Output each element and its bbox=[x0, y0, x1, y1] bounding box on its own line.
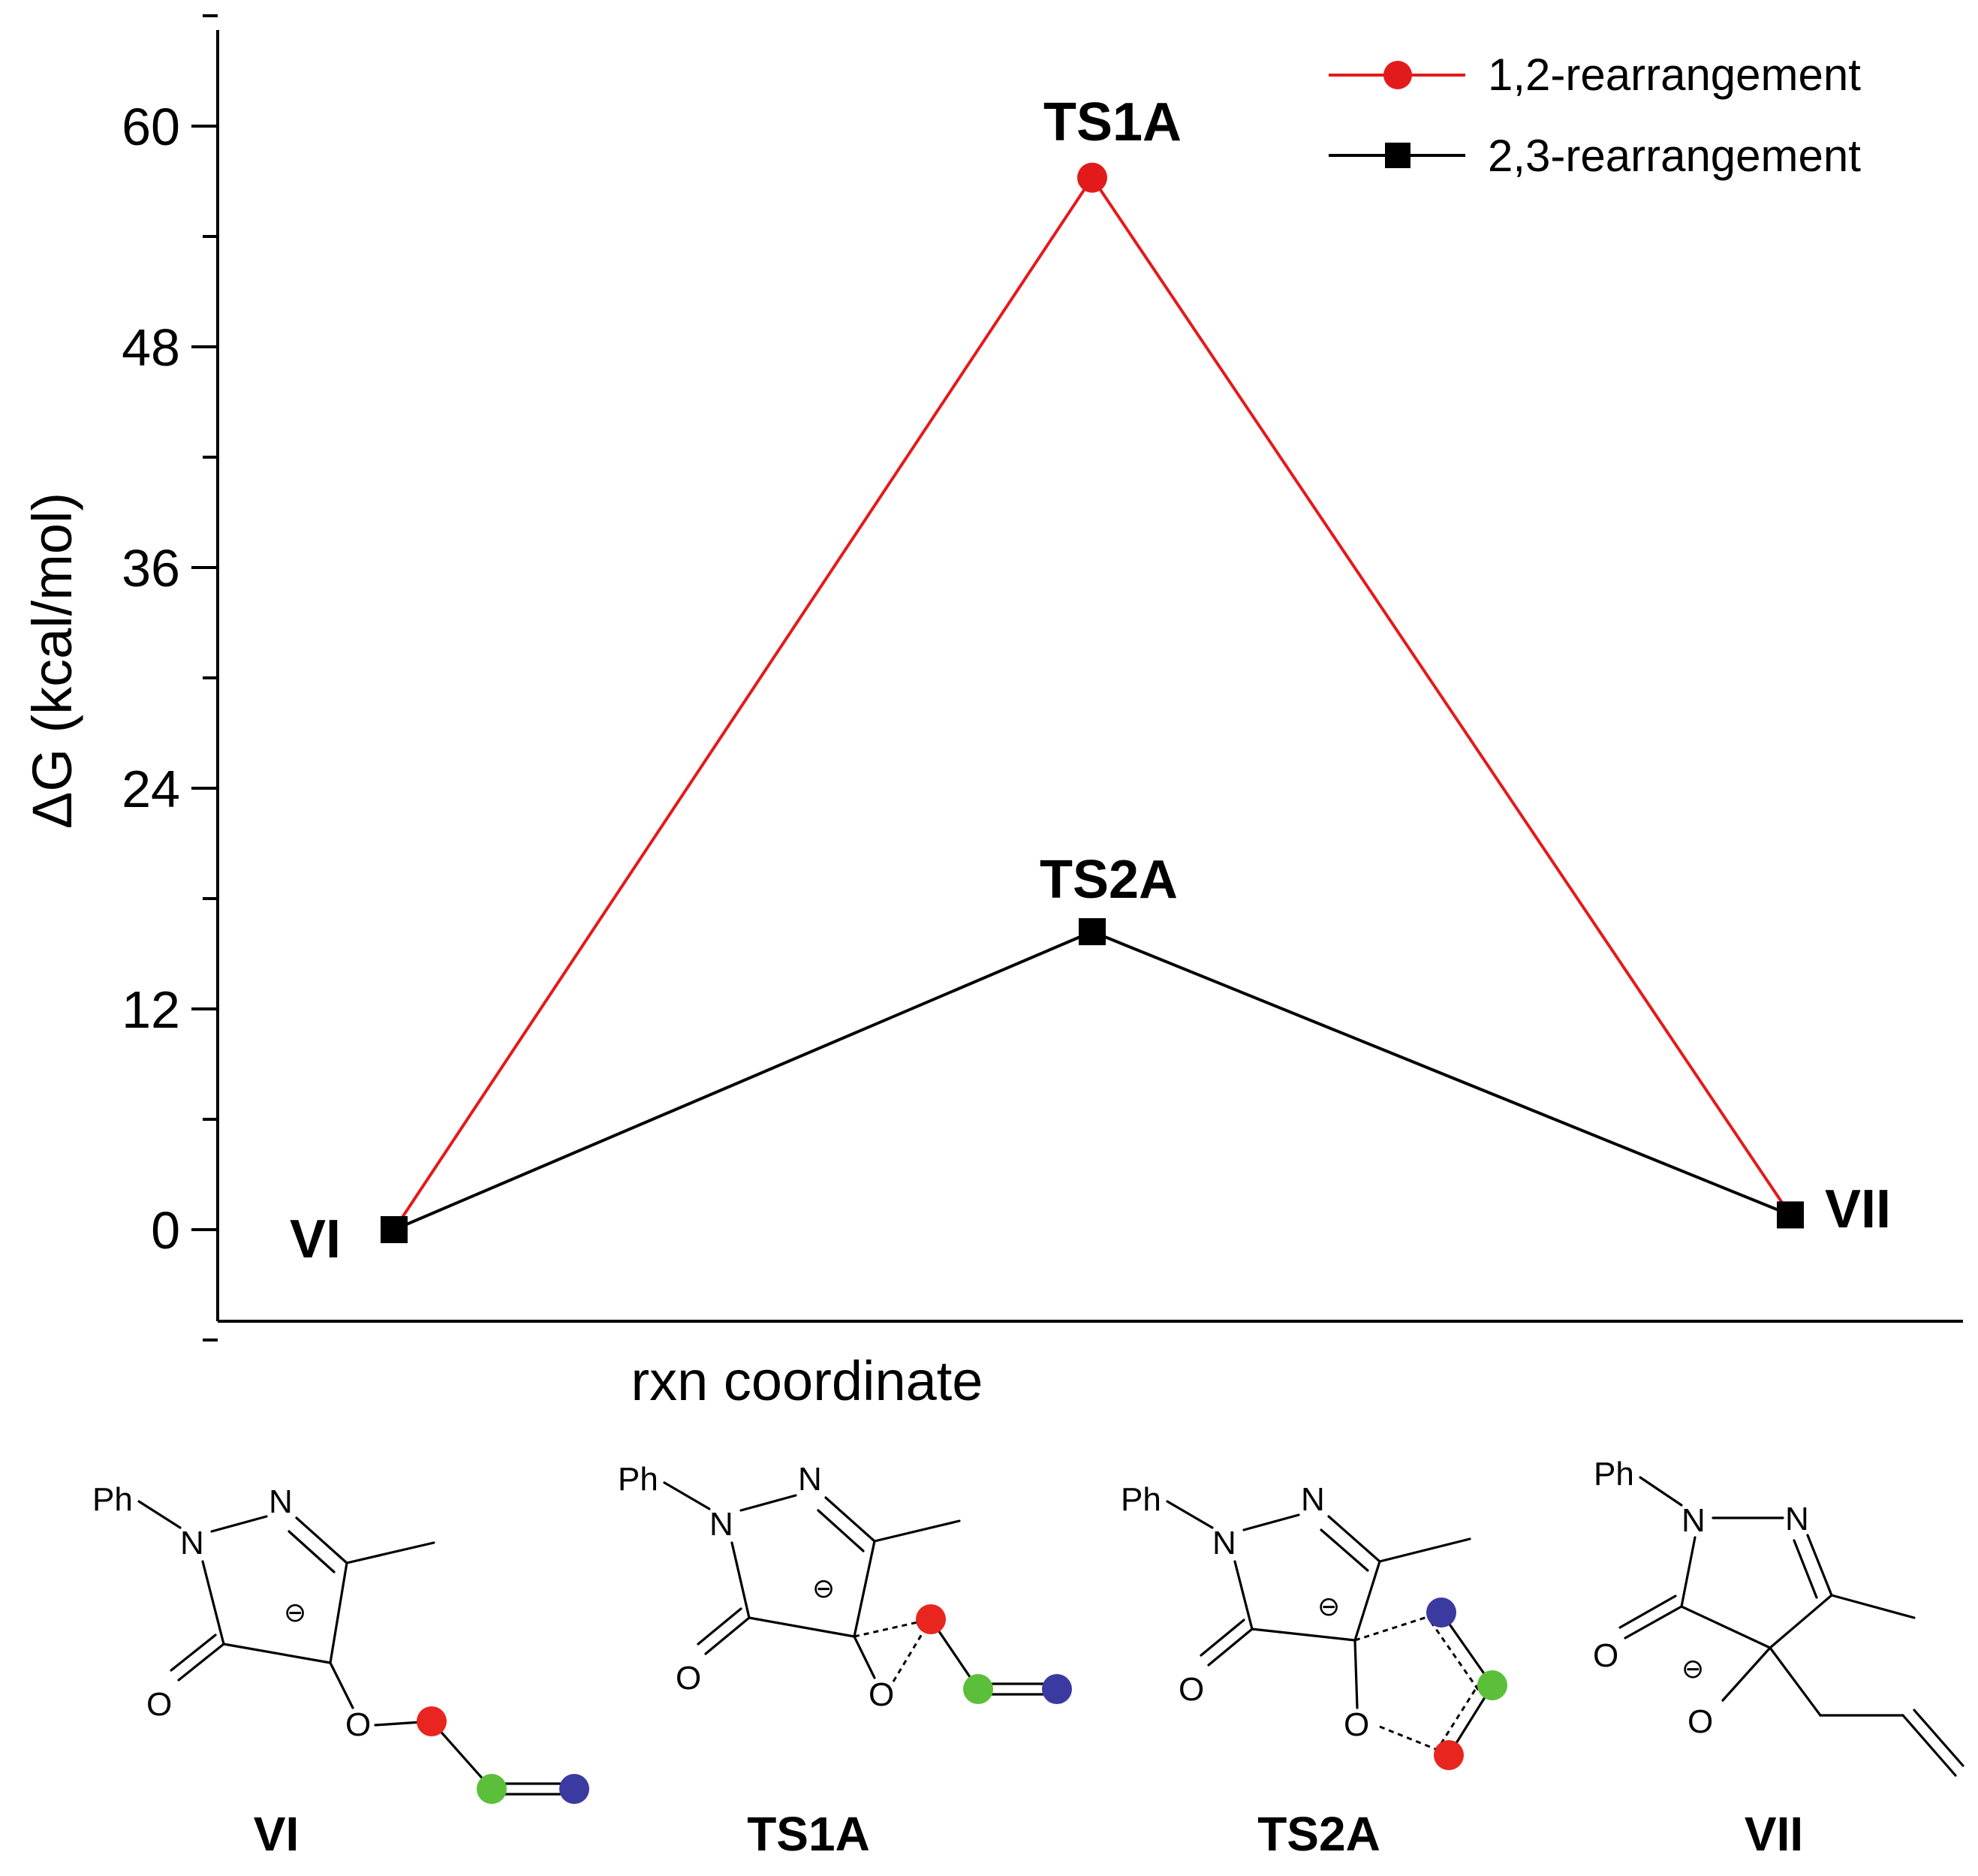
legend: 1,2-rearrangement 2,3-rearrangement bbox=[1329, 50, 1861, 181]
charge-symbol: ⊖ bbox=[1681, 1654, 1704, 1685]
atom-n1: N bbox=[1212, 1525, 1236, 1561]
legend-marker-circle bbox=[1383, 61, 1412, 89]
structure-label-ts1a: TS1A bbox=[747, 1807, 870, 1861]
atom-red bbox=[1434, 1740, 1464, 1770]
atom-blue bbox=[1042, 1674, 1072, 1704]
atom-o: O bbox=[1687, 1703, 1713, 1740]
charge-symbol: ⊖ bbox=[1317, 1591, 1340, 1622]
atom-n1: N bbox=[709, 1506, 733, 1543]
y-tick-label: 12 bbox=[122, 980, 180, 1039]
atom-green bbox=[1477, 1670, 1507, 1700]
structure-vii: Ph N N O ⊖ O VII bbox=[1593, 1456, 1964, 1861]
atom-red bbox=[916, 1604, 946, 1634]
series-line-12 bbox=[393, 175, 1792, 1231]
series-line-23 bbox=[393, 929, 1791, 1231]
point-label-vii: VII bbox=[1825, 1179, 1891, 1239]
atom-ph: Ph bbox=[1594, 1456, 1634, 1492]
legend-label-12: 1,2-rearrangement bbox=[1488, 50, 1861, 100]
y-tick-label: 24 bbox=[122, 760, 180, 818]
structure-label-vi: VI bbox=[254, 1807, 299, 1861]
structure-label-ts2a: TS2A bbox=[1257, 1807, 1380, 1861]
charge-symbol: ⊖ bbox=[812, 1573, 835, 1604]
atom-green bbox=[477, 1774, 507, 1804]
y-tick-labels: 0 12 24 36 48 60 bbox=[122, 98, 180, 1260]
atom-red bbox=[417, 1706, 447, 1736]
y-tick-label: 36 bbox=[122, 539, 180, 598]
charge-symbol: ⊖ bbox=[284, 1597, 306, 1628]
legend-marker-square bbox=[1385, 143, 1410, 168]
atom-n1: N bbox=[1681, 1502, 1706, 1539]
atom-blue bbox=[1426, 1597, 1456, 1628]
x-axis-label: rxn coordinate bbox=[631, 1350, 983, 1412]
atom-o-carbonyl: O bbox=[146, 1686, 172, 1723]
structure-ts2a: Ph N N O ⊖ O TS2A bbox=[1121, 1481, 1507, 1861]
y-ticks bbox=[191, 14, 218, 1342]
atom-ph: Ph bbox=[1121, 1481, 1161, 1518]
atom-ph: Ph bbox=[618, 1461, 658, 1498]
series-markers bbox=[381, 162, 1804, 1243]
atom-blue bbox=[559, 1774, 589, 1804]
atom-o-carbonyl: O bbox=[676, 1660, 701, 1697]
legend-label-23: 2,3-rearrangement bbox=[1488, 131, 1861, 181]
marker-12-ts1a bbox=[1077, 162, 1107, 193]
atom-green bbox=[963, 1674, 993, 1704]
atom-o-carbonyl: O bbox=[1593, 1637, 1618, 1674]
y-tick-label: 0 bbox=[151, 1201, 180, 1260]
series-lines bbox=[393, 175, 1792, 1231]
marker-23-point-1 bbox=[1079, 918, 1106, 946]
atom-o: O bbox=[1344, 1706, 1369, 1743]
y-tick-label: 48 bbox=[122, 318, 180, 377]
atom-o: O bbox=[869, 1676, 894, 1713]
atom-n1: N bbox=[180, 1525, 204, 1561]
atom-n2: N bbox=[1785, 1501, 1809, 1537]
structure-vi: Ph N N O ⊖ O VI bbox=[92, 1481, 589, 1861]
atom-o-ether: O bbox=[345, 1706, 371, 1743]
point-label-vi: VI bbox=[290, 1209, 341, 1269]
structure-ts1a: Ph N N O ⊖ O TS1A bbox=[618, 1461, 1072, 1861]
structure-label-vii: VII bbox=[1745, 1807, 1803, 1861]
y-axis-label: ΔG (kcal/mol) bbox=[21, 492, 83, 829]
y-tick-label: 60 bbox=[122, 98, 180, 156]
atom-n2: N bbox=[1301, 1481, 1325, 1518]
point-label-ts2a: TS2A bbox=[1040, 850, 1178, 910]
atom-o-carbonyl: O bbox=[1179, 1671, 1204, 1708]
marker-23-point-0 bbox=[381, 1216, 408, 1243]
atom-n2: N bbox=[798, 1461, 822, 1498]
point-label-ts1a: TS1A bbox=[1043, 92, 1182, 152]
marker-23-point-2 bbox=[1777, 1201, 1804, 1229]
atom-ph: Ph bbox=[92, 1481, 133, 1518]
atom-n2: N bbox=[269, 1483, 293, 1520]
